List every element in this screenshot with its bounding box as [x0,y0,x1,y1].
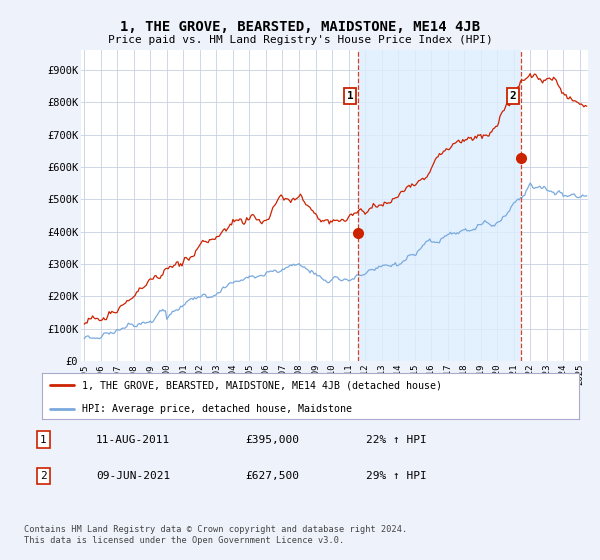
Text: 1: 1 [40,435,47,445]
Bar [358,50,521,361]
Text: 2: 2 [40,471,47,481]
Text: 1, THE GROVE, BEARSTED, MAIDSTONE, ME14 4JB: 1, THE GROVE, BEARSTED, MAIDSTONE, ME14 … [120,20,480,34]
Text: 22% ↑ HPI: 22% ↑ HPI [366,435,427,445]
Text: 2: 2 [509,91,516,101]
Text: 29% ↑ HPI: 29% ↑ HPI [366,471,427,481]
Text: 1: 1 [347,91,353,101]
Text: Contains HM Land Registry data © Crown copyright and database right 2024.
This d: Contains HM Land Registry data © Crown c… [24,525,407,545]
Text: £395,000: £395,000 [245,435,299,445]
Text: 1, THE GROVE, BEARSTED, MAIDSTONE, ME14 4JB (detached house): 1, THE GROVE, BEARSTED, MAIDSTONE, ME14 … [82,380,442,390]
Text: Price paid vs. HM Land Registry's House Price Index (HPI): Price paid vs. HM Land Registry's House … [107,35,493,45]
Text: 11-AUG-2011: 11-AUG-2011 [96,435,170,445]
Text: HPI: Average price, detached house, Maidstone: HPI: Average price, detached house, Maid… [82,404,352,414]
Text: 09-JUN-2021: 09-JUN-2021 [96,471,170,481]
Text: £627,500: £627,500 [245,471,299,481]
